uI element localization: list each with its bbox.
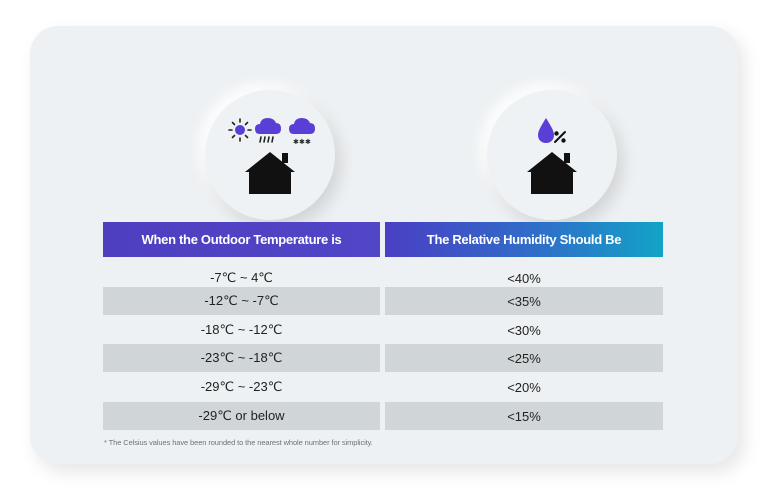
humidity-cell: <35%	[385, 287, 663, 315]
header-relative-humidity: The Relative Humidity Should Be	[385, 222, 663, 257]
svg-text:✱: ✱	[299, 138, 305, 146]
humidity-cell: <15%	[385, 402, 663, 430]
humidity-cell: <25%	[385, 344, 663, 372]
temperature-cell: -7℃ ~ 4℃	[210, 270, 273, 285]
temperature-cell: -29℃ ~ -23℃	[200, 379, 283, 394]
header-outdoor-temperature: When the Outdoor Temperature is	[103, 222, 380, 257]
temperature-cell: -18℃ ~ -12℃	[200, 322, 283, 337]
svg-text:✱: ✱	[293, 138, 299, 146]
temperature-cell: -12℃ ~ -7℃	[103, 287, 380, 315]
sun-icon	[228, 118, 252, 142]
temperature-cell: -29℃ or below	[103, 402, 380, 430]
footnote: * The Celsius values have been rounded t…	[104, 438, 373, 447]
humidity-icon-circle	[487, 90, 617, 220]
table-row: -23℃ ~ -18℃ <25%	[103, 344, 663, 372]
weather-icons-group: ✱ ✱ ✱	[228, 118, 315, 194]
table-row: -29℃ ~ -23℃ <20%	[103, 373, 663, 401]
table-row: -12℃ ~ -7℃ <35%	[103, 287, 663, 315]
humidity-icons-group	[527, 118, 577, 194]
svg-text:✱: ✱	[305, 138, 311, 146]
humidity-drop-percent-icon	[538, 118, 566, 143]
temperature-cell: -23℃ ~ -18℃	[103, 344, 380, 372]
humidity-cell: <30%	[507, 322, 541, 338]
house-icon	[527, 152, 577, 194]
table-row: -29℃ or below <15%	[103, 402, 663, 430]
humidity-cell: <40%	[507, 270, 541, 286]
snow-cloud-icon: ✱ ✱ ✱	[289, 118, 315, 146]
table-row: -18℃ ~ -12℃ <30%	[103, 316, 663, 344]
humidity-cell: <20%	[507, 379, 541, 395]
house-icon	[245, 152, 295, 194]
weather-icon-circle: ✱ ✱ ✱	[205, 90, 335, 220]
table-row: -7℃ ~ 4℃ <40%	[103, 264, 663, 292]
rain-cloud-icon	[255, 118, 281, 143]
